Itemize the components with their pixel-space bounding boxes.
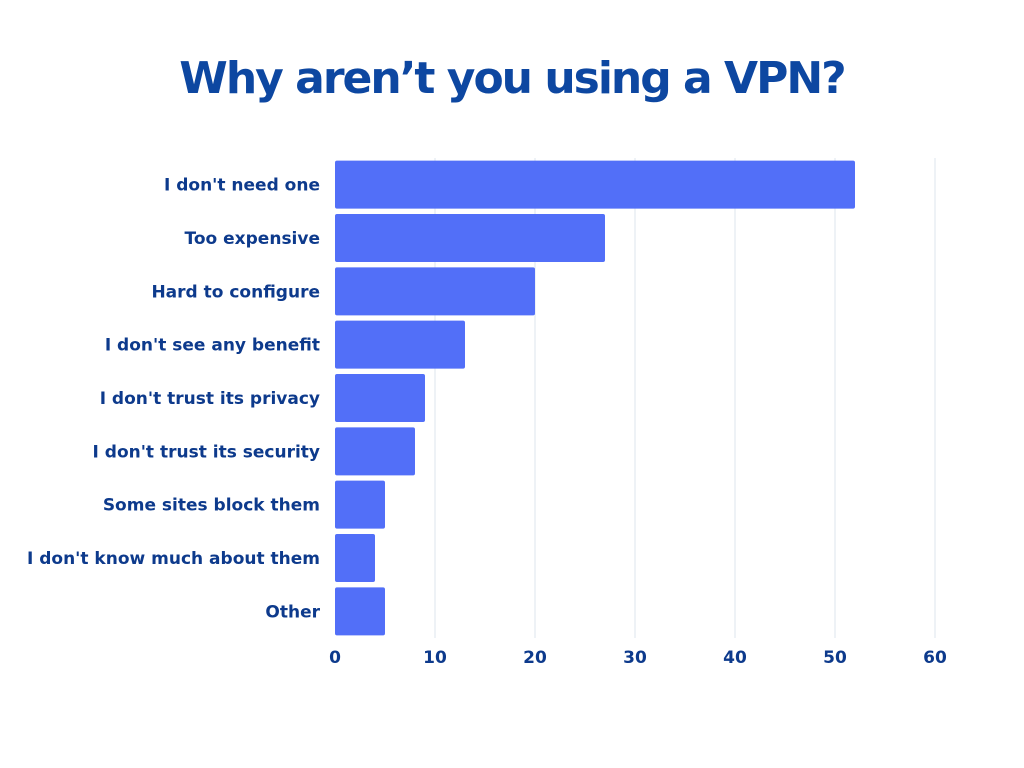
bar-6 xyxy=(335,480,385,529)
chart-title: Why aren’t you using a VPN? xyxy=(179,53,846,104)
category-label-4: I don't trust its privacy xyxy=(100,389,320,409)
category-label-3: I don't see any benefit xyxy=(105,336,320,356)
bar-2 xyxy=(335,267,535,316)
bars xyxy=(335,160,855,636)
x-tick-label-20: 20 xyxy=(523,648,547,668)
x-axis-tick-labels: 0 10 20 30 40 50 60 xyxy=(329,648,947,668)
bar-1 xyxy=(335,214,605,262)
x-tick-label-0: 0 xyxy=(329,648,341,668)
category-label-2: Hard to configure xyxy=(151,282,320,302)
bar-0 xyxy=(335,160,855,209)
bar-8 xyxy=(335,587,385,636)
category-label-0: I don't need one xyxy=(164,176,320,196)
category-label-8: Other xyxy=(265,602,320,622)
bar-5 xyxy=(335,427,415,476)
bar-7 xyxy=(335,534,375,582)
category-labels: I don't need one Too expensive Hard to con… xyxy=(27,176,321,623)
x-tick-label-50: 50 xyxy=(823,648,847,668)
x-tick-label-10: 10 xyxy=(423,648,447,668)
x-tick-label-30: 30 xyxy=(623,648,647,668)
bar-3 xyxy=(335,320,465,369)
category-label-7: I don't know much about them xyxy=(27,549,320,569)
x-tick-label-40: 40 xyxy=(723,648,747,668)
category-label-1: Too expensive xyxy=(185,229,320,249)
x-tick-label-60: 60 xyxy=(923,648,947,668)
category-label-5: I don't trust its security xyxy=(93,442,320,462)
category-label-6: Some sites block them xyxy=(103,496,320,516)
bar-4 xyxy=(335,374,425,422)
